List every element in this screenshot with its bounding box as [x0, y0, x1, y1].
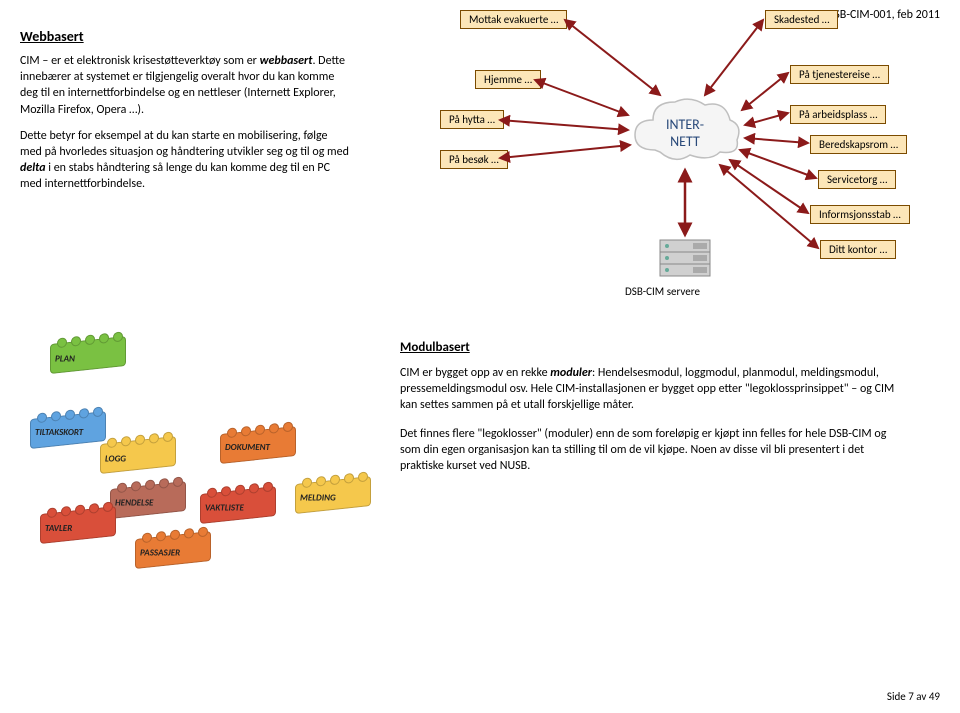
lego-diagram: PLANTILTAKSKORTLOGGDOKUMENTHENDELSEVAKTL… — [20, 340, 370, 560]
paragraph-2: Dette betyr for eksempel at du kan start… — [20, 128, 350, 193]
modul-title: Modulbasert — [400, 340, 940, 355]
lego-logg: LOGG — [100, 436, 176, 474]
lego-melding: MELDING — [295, 476, 371, 514]
paragraph-1: CIM – er et elektronisk krisestøtteverkt… — [20, 53, 350, 118]
network-diagram: Mottak evakuerte … Hjemme … På hytta … P… — [370, 10, 940, 320]
page-footer: Side 7 av 49 — [887, 690, 940, 703]
top-section: Webbasert CIM – er et elektronisk krises… — [20, 10, 940, 320]
cloud-label: INTER- NETT — [625, 116, 745, 150]
section-title: Webbasert — [20, 28, 350, 45]
lego-tiltakskort: TILTAKSKORT — [30, 411, 106, 449]
lego-dokument: DOKUMENT — [220, 426, 296, 464]
modul-text: Modulbasert CIM er bygget opp av en rekk… — [400, 340, 940, 560]
text-column: Webbasert CIM – er et elektronisk krises… — [20, 10, 350, 320]
cloud-icon: INTER- NETT — [625, 90, 745, 170]
modul-p1: CIM er bygget opp av en rekke moduler: H… — [400, 365, 900, 414]
lego-passasjer: PASSASJER — [135, 531, 211, 569]
lego-plan: PLAN — [50, 336, 126, 374]
bottom-section: PLANTILTAKSKORTLOGGDOKUMENTHENDELSEVAKTL… — [20, 340, 940, 560]
lego-tavler: TAVLER — [40, 506, 116, 544]
lego-vaktliste: VAKTLISTE — [200, 486, 276, 524]
lego-hendelse: HENDELSE — [110, 481, 186, 519]
modul-p2: Det finnes flere "legoklosser" (moduler)… — [400, 426, 900, 475]
server-label: DSB-CIM servere — [625, 285, 700, 298]
server-icon — [655, 235, 715, 289]
